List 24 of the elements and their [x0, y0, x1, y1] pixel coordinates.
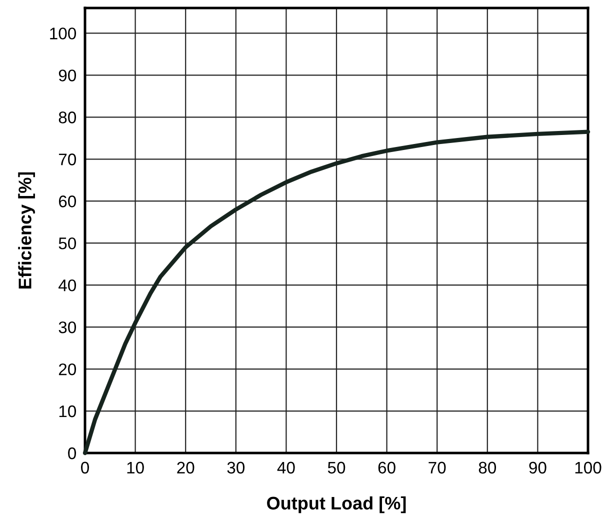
x-tick-label: 40 [277, 462, 295, 474]
y-tick-label: 90 [58, 70, 76, 82]
y-tick-label: 10 [59, 405, 76, 418]
y-tick-label: 40 [58, 279, 76, 292]
y-tick-label: 80 [58, 112, 76, 124]
y-axis-title: Efficiency [%] [18, 172, 35, 288]
x-tick-label: 20 [177, 462, 194, 474]
x-tick-label: 100 [575, 462, 602, 474]
x-tick-label: 90 [529, 462, 546, 474]
x-axis-title: Output Load [%] [267, 496, 406, 514]
x-tick-label: 60 [378, 462, 396, 474]
x-tick-label: 50 [328, 462, 346, 474]
x-tick-label: 30 [227, 462, 245, 474]
y-tick-label: 70 [58, 154, 76, 166]
x-tick-label: 10 [127, 462, 144, 474]
y-tick-label: 50 [58, 237, 76, 250]
y-tick-label: 60 [58, 196, 76, 208]
y-tick-label: 30 [58, 321, 76, 334]
y-tick-label: 20 [58, 363, 76, 376]
x-tick-label: 70 [428, 462, 446, 474]
y-tick-label: 0 [68, 447, 76, 460]
x-tick-label: 80 [478, 462, 496, 474]
y-tick-label: 100 [50, 28, 76, 40]
x-tick-label: 0 [81, 462, 89, 474]
